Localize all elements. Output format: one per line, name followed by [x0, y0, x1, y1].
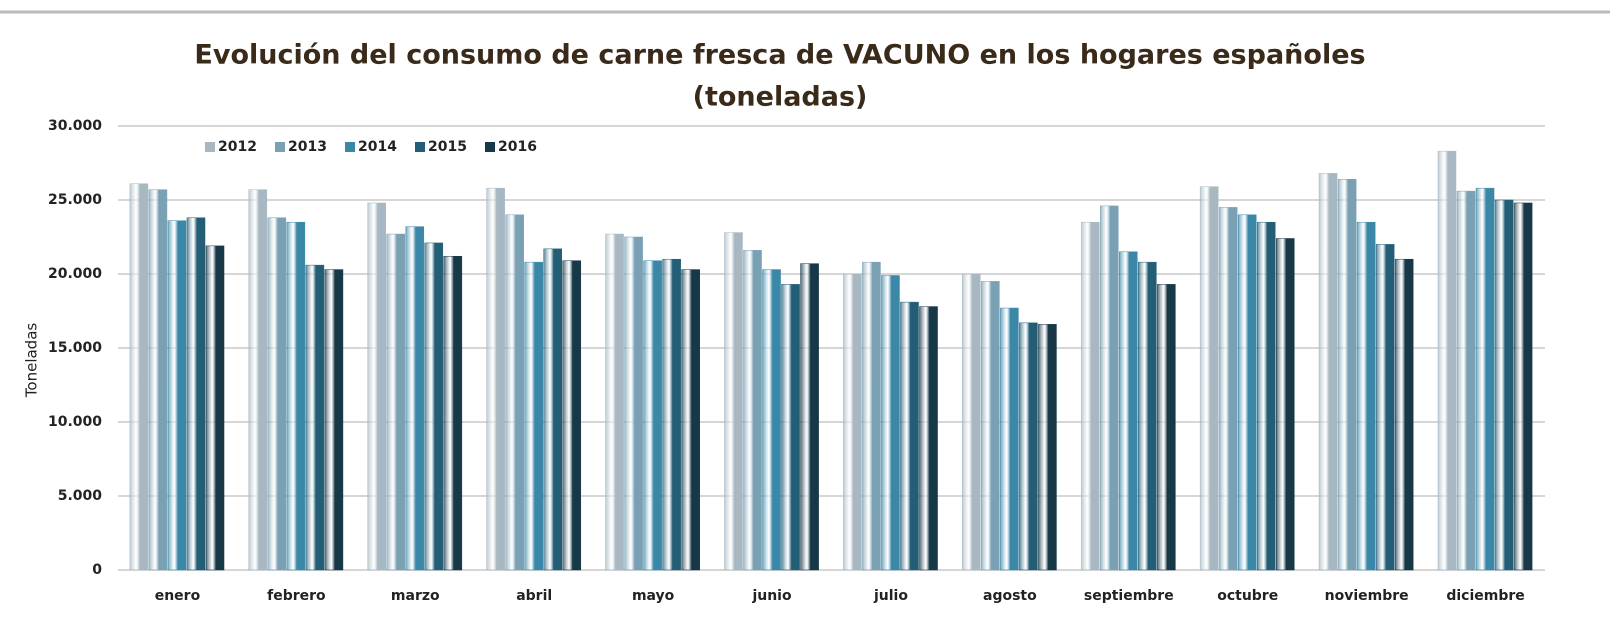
legend-swatch [485, 142, 495, 152]
bar [843, 273, 862, 571]
bar [662, 258, 681, 571]
x-tick-label: noviembre [1325, 588, 1409, 604]
y-tick-label: 0 [92, 562, 102, 578]
bar [524, 261, 543, 571]
legend-label: 2014 [358, 139, 397, 155]
bar [743, 250, 762, 571]
x-tick-label: septiembre [1084, 588, 1174, 604]
bar [367, 202, 387, 571]
bar [405, 226, 425, 571]
bar [1100, 205, 1119, 571]
bar [643, 260, 662, 571]
y-tick-label: 20.000 [48, 266, 102, 282]
x-tick-label: agosto [983, 588, 1037, 604]
bar [800, 263, 819, 571]
bar [186, 217, 206, 571]
bar [1513, 202, 1533, 571]
bar [1237, 214, 1257, 571]
bar [1475, 187, 1495, 571]
bar [205, 245, 225, 571]
bar [919, 306, 938, 571]
bar [1019, 322, 1038, 571]
bar [1218, 207, 1238, 571]
x-tick-label: mayo [632, 588, 675, 604]
y-tick-label: 5.000 [58, 488, 103, 504]
bar [1494, 199, 1514, 571]
bar [605, 233, 624, 571]
chart-subtitle: (toneladas) [693, 82, 868, 113]
legend-label: 2013 [288, 139, 327, 155]
bar [543, 248, 562, 571]
x-tick-label: abril [516, 588, 552, 604]
y-tick-label: 30.000 [48, 118, 102, 134]
bar [862, 261, 881, 571]
bar [424, 242, 444, 571]
bar [1199, 186, 1219, 571]
bar [781, 284, 800, 571]
bar [486, 187, 505, 571]
legend-swatch [345, 142, 355, 152]
bar [505, 214, 524, 571]
y-axis-title: Toneladas [23, 323, 41, 399]
x-tick-label: julio [873, 588, 908, 604]
legend-swatch [205, 142, 215, 152]
bar [1138, 261, 1157, 571]
bar [1000, 307, 1019, 571]
bar [148, 189, 168, 571]
bar [286, 221, 306, 571]
legend-swatch [415, 142, 425, 152]
bar [1318, 173, 1338, 571]
y-tick-label: 10.000 [48, 414, 102, 430]
bar [1119, 251, 1138, 571]
bar [981, 281, 1000, 571]
bar [1157, 284, 1176, 571]
x-tick-label: octubre [1217, 588, 1278, 604]
bar [562, 260, 582, 571]
y-tick-label: 25.000 [48, 192, 102, 208]
bar [129, 183, 149, 571]
legend-label: 2012 [218, 139, 257, 155]
bar [1437, 150, 1457, 571]
bar [248, 189, 268, 571]
bar [386, 233, 406, 571]
bar [1375, 244, 1395, 571]
bar [1394, 258, 1414, 571]
bar [324, 269, 344, 571]
x-tick-label: diciembre [1446, 588, 1524, 604]
chart-title: Evolución del consumo de carne fresca de… [194, 40, 1365, 71]
x-tick-label: enero [155, 588, 201, 604]
x-tick-label: marzo [391, 588, 440, 604]
bar [762, 269, 781, 571]
x-tick-label: febrero [267, 588, 326, 604]
bar [305, 264, 325, 571]
bar [1038, 324, 1057, 571]
legend-label: 2015 [428, 139, 467, 155]
x-tick-label: junio [751, 588, 792, 604]
bar [1337, 179, 1357, 571]
bar [443, 255, 463, 571]
bar [881, 275, 900, 571]
bar [962, 273, 981, 571]
legend-swatch [275, 142, 285, 152]
bar [1080, 221, 1100, 571]
bar [681, 269, 700, 571]
bar [624, 236, 643, 571]
bar [1256, 221, 1276, 571]
bar [900, 301, 919, 571]
bar [1356, 221, 1376, 571]
legend-label: 2016 [498, 139, 537, 155]
bar [1456, 190, 1476, 571]
bar [267, 217, 287, 571]
bar [724, 232, 743, 571]
bar [167, 220, 187, 571]
y-tick-label: 15.000 [48, 340, 102, 356]
bar [1275, 238, 1295, 571]
